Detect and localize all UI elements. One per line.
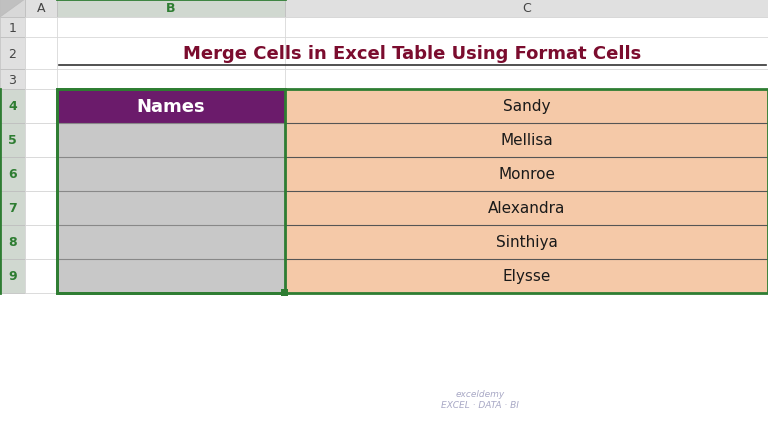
FancyBboxPatch shape: [25, 124, 57, 158]
FancyBboxPatch shape: [0, 259, 25, 293]
Text: 1: 1: [8, 22, 16, 34]
FancyBboxPatch shape: [0, 191, 25, 225]
FancyBboxPatch shape: [25, 124, 57, 158]
FancyBboxPatch shape: [25, 90, 57, 124]
FancyBboxPatch shape: [285, 259, 768, 293]
Text: 5: 5: [8, 134, 17, 147]
FancyBboxPatch shape: [57, 225, 285, 259]
FancyBboxPatch shape: [285, 18, 768, 38]
FancyBboxPatch shape: [285, 90, 768, 124]
FancyBboxPatch shape: [0, 18, 25, 38]
Text: Merge Cells in Excel Table Using Format Cells: Merge Cells in Excel Table Using Format …: [184, 45, 641, 63]
Text: Monroe: Monroe: [498, 167, 555, 182]
FancyBboxPatch shape: [0, 38, 25, 70]
FancyBboxPatch shape: [57, 38, 285, 70]
Text: 2: 2: [8, 47, 16, 60]
FancyBboxPatch shape: [25, 158, 57, 191]
Text: Names: Names: [137, 98, 205, 116]
FancyBboxPatch shape: [57, 0, 285, 18]
FancyBboxPatch shape: [285, 225, 768, 259]
FancyBboxPatch shape: [25, 158, 57, 191]
FancyBboxPatch shape: [285, 158, 768, 191]
FancyBboxPatch shape: [25, 191, 57, 225]
FancyBboxPatch shape: [57, 90, 285, 293]
FancyBboxPatch shape: [285, 191, 768, 225]
FancyBboxPatch shape: [25, 225, 57, 259]
FancyBboxPatch shape: [57, 70, 285, 90]
Text: Sinthiya: Sinthiya: [495, 235, 558, 250]
FancyBboxPatch shape: [0, 70, 25, 90]
FancyBboxPatch shape: [285, 124, 768, 158]
FancyBboxPatch shape: [25, 70, 57, 90]
FancyBboxPatch shape: [0, 225, 25, 259]
Polygon shape: [0, 0, 25, 18]
FancyBboxPatch shape: [0, 124, 25, 158]
Text: B: B: [166, 3, 176, 15]
FancyBboxPatch shape: [285, 191, 768, 225]
FancyBboxPatch shape: [285, 0, 768, 18]
FancyBboxPatch shape: [25, 90, 57, 124]
Text: 9: 9: [8, 270, 17, 283]
Text: Sandy: Sandy: [503, 99, 550, 114]
FancyBboxPatch shape: [0, 158, 25, 191]
Text: 7: 7: [8, 202, 17, 215]
FancyBboxPatch shape: [25, 259, 57, 293]
FancyBboxPatch shape: [285, 38, 768, 70]
Text: C: C: [522, 3, 531, 15]
FancyBboxPatch shape: [25, 225, 57, 259]
FancyBboxPatch shape: [285, 90, 768, 124]
FancyBboxPatch shape: [281, 289, 288, 296]
FancyBboxPatch shape: [57, 259, 285, 293]
FancyBboxPatch shape: [285, 259, 768, 293]
Text: 3: 3: [8, 74, 16, 86]
FancyBboxPatch shape: [25, 0, 57, 18]
FancyBboxPatch shape: [285, 158, 768, 191]
FancyBboxPatch shape: [25, 18, 57, 38]
FancyBboxPatch shape: [57, 90, 285, 124]
Text: Mellisa: Mellisa: [500, 133, 553, 148]
FancyBboxPatch shape: [57, 124, 285, 158]
FancyBboxPatch shape: [0, 0, 25, 18]
FancyBboxPatch shape: [0, 90, 25, 124]
Text: 4: 4: [8, 100, 17, 113]
FancyBboxPatch shape: [25, 38, 57, 70]
Text: exceldemy
EXCEL · DATA · BI: exceldemy EXCEL · DATA · BI: [441, 390, 519, 409]
FancyBboxPatch shape: [57, 191, 285, 225]
FancyBboxPatch shape: [57, 18, 285, 38]
Text: 8: 8: [8, 236, 17, 249]
FancyBboxPatch shape: [25, 259, 57, 293]
FancyBboxPatch shape: [285, 225, 768, 259]
FancyBboxPatch shape: [285, 70, 768, 90]
FancyBboxPatch shape: [57, 158, 285, 191]
Text: A: A: [37, 3, 45, 15]
Text: 6: 6: [8, 168, 17, 181]
Text: Alexandra: Alexandra: [488, 201, 565, 216]
FancyBboxPatch shape: [25, 191, 57, 225]
Text: Elysse: Elysse: [502, 269, 551, 284]
FancyBboxPatch shape: [285, 124, 768, 158]
FancyBboxPatch shape: [57, 90, 285, 124]
